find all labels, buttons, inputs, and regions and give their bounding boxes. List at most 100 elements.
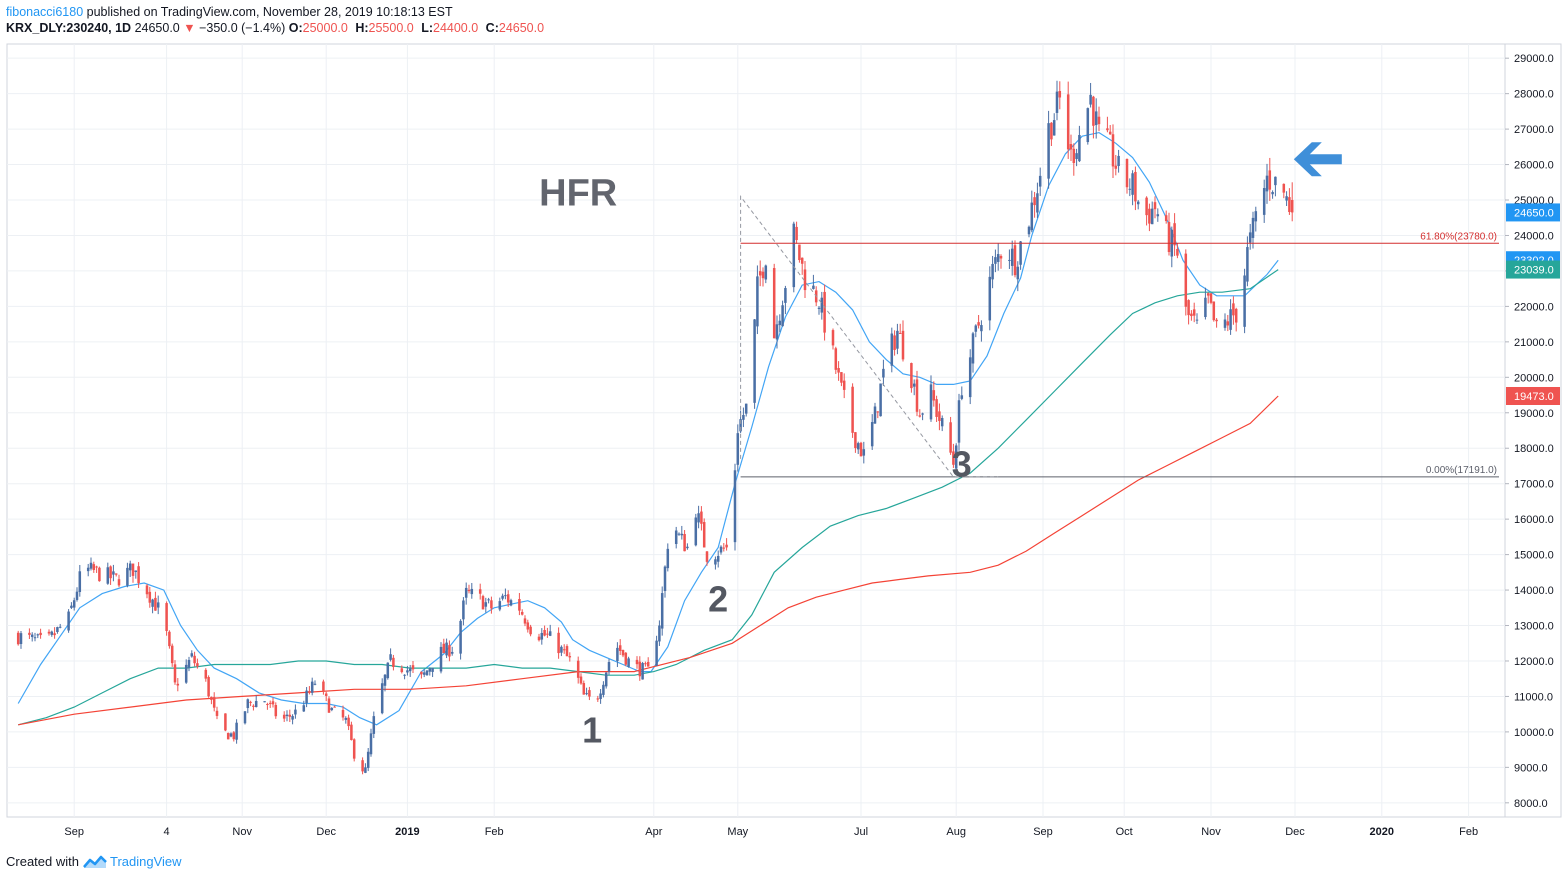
candle-body [803,269,807,291]
candle-body [658,625,661,642]
candle-body [646,661,650,667]
wave-label-3: 3 [952,444,972,485]
candle-body [72,600,76,608]
price-tick-label: 28000.0 [1514,89,1554,101]
candle-body [305,690,308,704]
price-tick-label: 13000.0 [1514,621,1554,633]
candle-body [974,325,978,332]
author-link[interactable]: fibonacci6180 [6,5,84,19]
candle-body [879,383,882,417]
candle-body [145,585,149,595]
candle-body [86,567,90,572]
candle-body [949,422,952,453]
candle-body [285,714,289,717]
candle-body [422,672,426,675]
candle-body [912,383,916,387]
candle-body [392,657,395,668]
candle-body [1008,259,1011,261]
candle-body [448,645,451,657]
candle-body [56,627,59,633]
candle-body [252,705,255,707]
candle-body [28,632,31,635]
candle-body [1246,247,1249,282]
candle-body [459,620,462,654]
chart-header: fibonacci6180 published on TradingView.c… [6,4,548,36]
price-tick-label: 22000.0 [1514,301,1554,313]
time-tick-label: Feb [485,826,504,838]
candle-body [719,546,723,553]
time-tick-label: Feb [1459,826,1478,838]
time-tick-label: Apr [645,826,662,838]
candle-body [1016,266,1020,280]
candle-body [918,415,922,417]
candle-body [490,600,493,609]
candle-body [366,751,370,768]
candle-body [1192,309,1196,316]
candle-body [823,291,826,333]
candle-body [1232,303,1235,316]
close-value: 24650.0 [498,21,545,35]
candle-body [1089,94,1092,105]
candle-body [1223,319,1227,328]
candle-body [215,710,219,716]
price-tick-label: 11000.0 [1514,691,1553,703]
candle-body [344,717,348,720]
candle-body [288,714,292,717]
tradingview-brand-link[interactable]: TradingView [109,854,182,869]
candle-body [761,271,765,279]
candle-body [134,570,138,573]
candle-body [798,244,801,261]
candle-body [725,544,728,548]
candle-body [627,658,630,667]
candle-body [190,653,194,657]
candle-body [1164,215,1168,222]
candle-body [680,533,684,536]
candle-body [151,599,154,607]
price-tick-label: 18000.0 [1514,443,1554,455]
candle-body [403,674,406,676]
candle-body [910,363,913,389]
chart-grid [6,43,1562,818]
symbol-label: KRX_DLY:230240, 1D [6,21,132,35]
candle-body [523,618,527,624]
candle-body [722,547,726,549]
candle-body [854,432,857,449]
price-chart[interactable]: 61.80%(23780.0) 0.00%(17191.0) HFR 1 2 3 290… [0,0,1568,850]
price-tick-label: 9000.0 [1514,762,1548,774]
candle-body [442,643,446,654]
candle-body [568,656,572,658]
candle-body [977,322,980,326]
candle-body [212,697,216,708]
candle-body [33,637,37,639]
candle-body [53,633,56,636]
candle-body [988,276,992,321]
candle-body [758,271,762,276]
candle-body [89,562,93,569]
candle-body [1234,308,1238,323]
candle-body [224,713,227,731]
candle-body [893,335,896,350]
candle-body [478,589,482,594]
candle-body [1136,201,1140,205]
candle-body [78,571,82,593]
candle-body [1150,208,1154,225]
candle-body [700,511,703,524]
price-tick-label: 17000.0 [1514,479,1554,491]
candle-body [445,642,448,656]
candle-body [1047,123,1050,179]
candle-body [308,691,311,693]
open-label: O: [288,21,303,35]
ma_mid-line [18,269,1279,726]
candle-body [271,701,275,705]
candle-body [576,660,580,678]
candle-body [739,419,742,432]
candle-body [464,587,468,598]
candle-body [1204,297,1207,318]
candle-body [1094,111,1098,126]
candle-body [282,714,286,719]
candle-body [249,701,252,703]
candle-body [487,599,490,601]
candle-body [1243,275,1246,327]
wave-label-1: 1 [582,710,602,751]
price-tick-label: 29000.0 [1514,53,1554,65]
